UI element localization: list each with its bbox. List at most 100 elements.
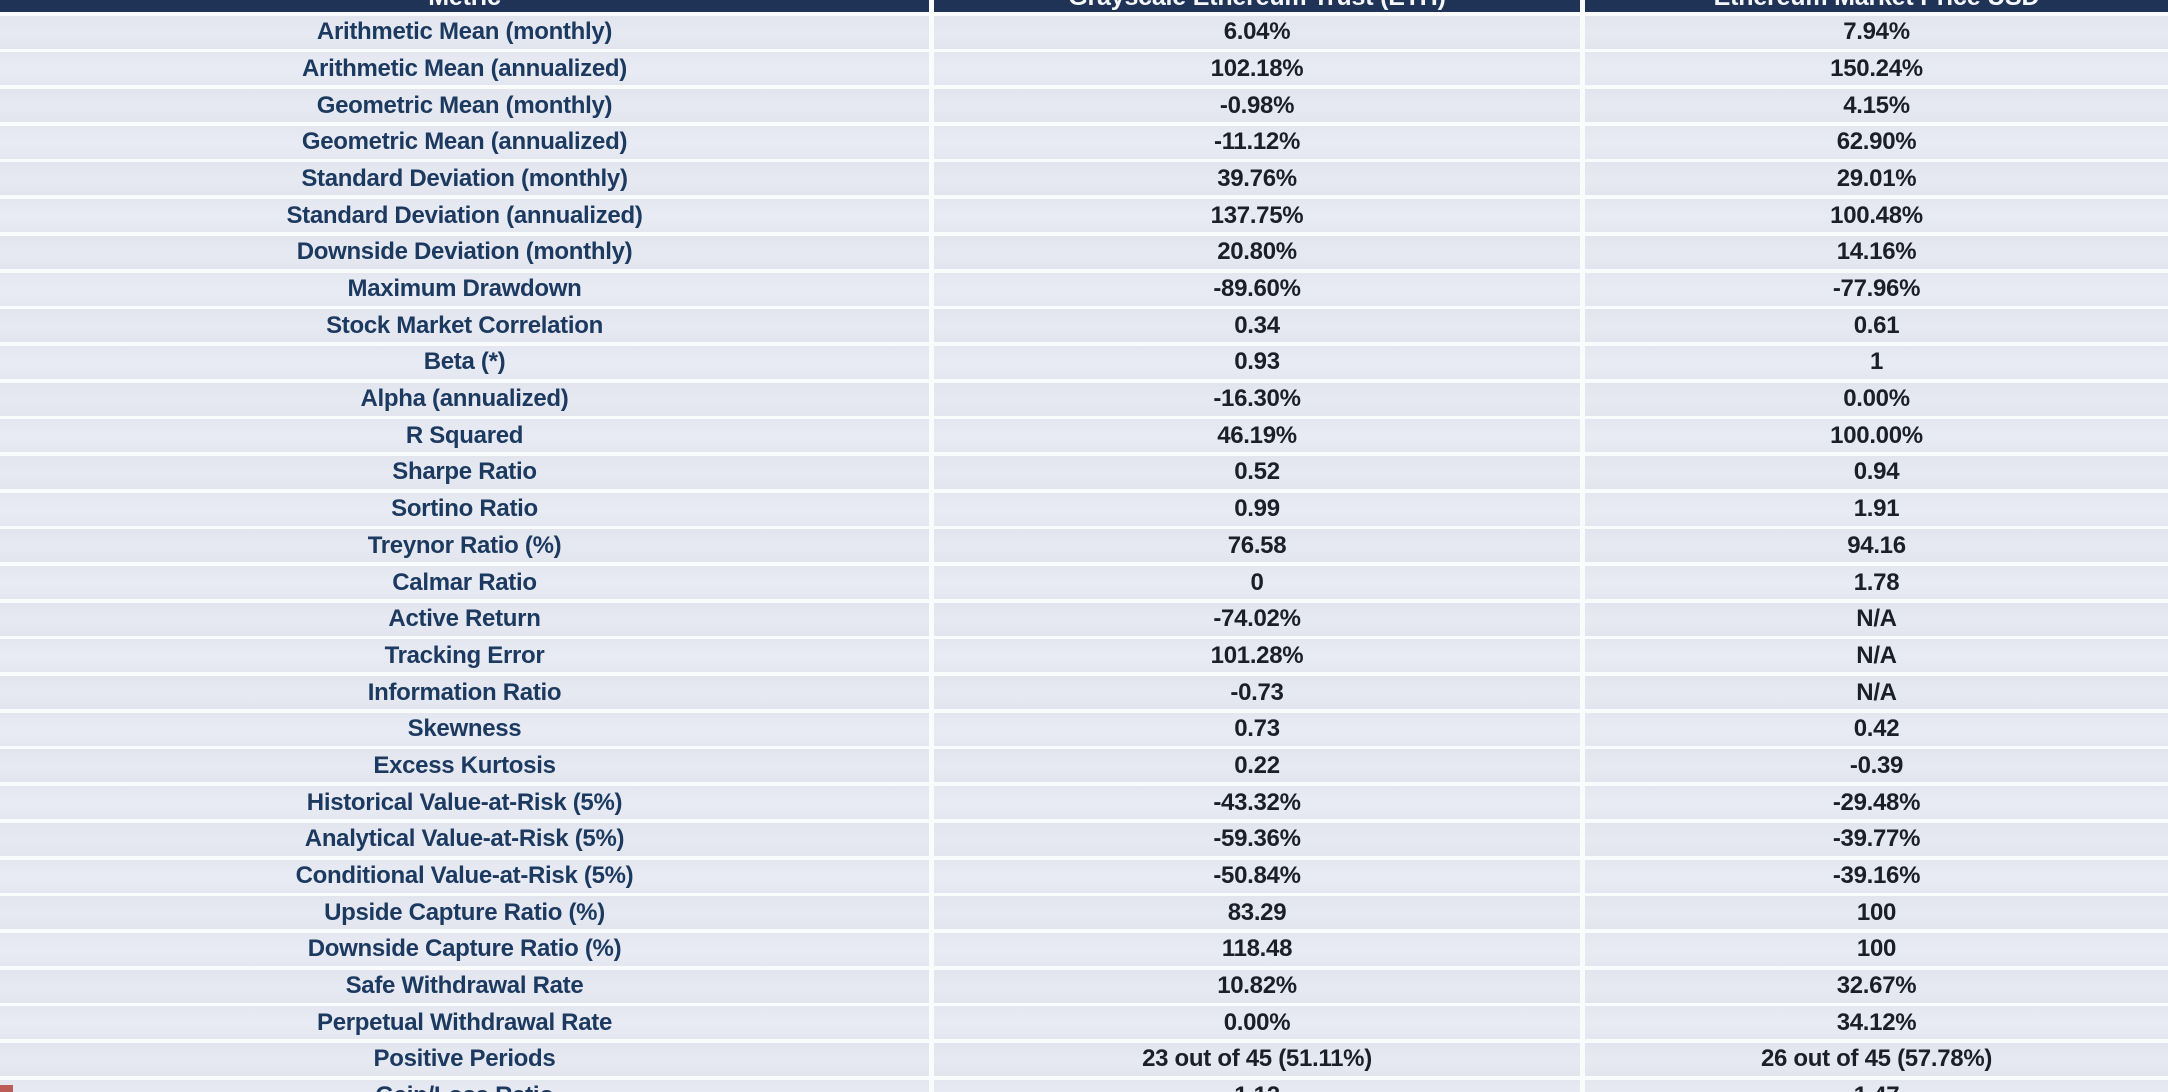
- grayscale-value-cell: 23 out of 45 (51.11%): [934, 1042, 1580, 1076]
- grayscale-value-cell: 0.93: [934, 345, 1580, 379]
- ethereum-value: 62.90%: [1836, 128, 1917, 156]
- metric-label: Gain/Loss Ratio: [375, 1082, 554, 1092]
- metric-label: Arithmetic Mean (annualized): [302, 54, 627, 82]
- grayscale-value-cell: 102.18%: [934, 52, 1580, 86]
- metric-label: Standard Deviation (annualized): [286, 201, 643, 229]
- grayscale-value-cell: 0.52: [934, 455, 1580, 489]
- metric-label: Geometric Mean (monthly): [316, 91, 613, 119]
- ethereum-value-cell: -0.39: [1585, 749, 2168, 783]
- table-row: Arithmetic Mean (annualized) 102.18% 150…: [0, 52, 2168, 86]
- grayscale-value-cell: 20.80%: [934, 235, 1580, 269]
- column-header-grayscale-ethereum-trust: Grayscale Ethereum Trust (ETH): [934, 0, 1580, 12]
- ethereum-value: 29.01%: [1836, 164, 1917, 192]
- table-row: Downside Capture Ratio (%) 118.48 100: [0, 932, 2168, 966]
- ethereum-value: 1.78: [1853, 568, 1900, 596]
- metric-label: Standard Deviation (monthly): [301, 164, 628, 192]
- table-header-row: Metric Grayscale Ethereum Trust (ETH) Et…: [0, 0, 2168, 12]
- ethereum-value-cell: 1.47: [1585, 1079, 2168, 1092]
- ethereum-value-cell: 1.91: [1585, 492, 2168, 526]
- metric-name-cell: Upside Capture Ratio (%): [0, 896, 929, 930]
- video-progress-marker: [0, 1085, 13, 1092]
- column-header-ethereum-label: Ethereum Market Price USD: [1714, 0, 2040, 10]
- grayscale-value-cell: 6.04%: [934, 15, 1580, 49]
- metric-label: Treynor Ratio (%): [367, 531, 562, 559]
- table-row: Alpha (annualized) -16.30% 0.00%: [0, 382, 2168, 416]
- grayscale-value-cell: 83.29: [934, 896, 1580, 930]
- ethereum-value: 100.48%: [1830, 201, 1923, 229]
- metric-name-cell: Historical Value-at-Risk (5%): [0, 786, 929, 820]
- metric-name-cell: Arithmetic Mean (monthly): [0, 15, 929, 49]
- grayscale-value-cell: 0: [934, 566, 1580, 599]
- grayscale-value: 0.73: [1234, 715, 1280, 743]
- ethereum-value: N/A: [1856, 605, 1897, 633]
- metric-label: Beta (*): [423, 348, 506, 376]
- ethereum-value-cell: -77.96%: [1585, 272, 2168, 306]
- ethereum-value-cell: 100.00%: [1585, 419, 2168, 453]
- table-row: Conditional Value-at-Risk (5%) -50.84% -…: [0, 859, 2168, 893]
- metric-name-cell: Sharpe Ratio: [0, 455, 929, 489]
- table-row: Perpetual Withdrawal Rate 0.00% 34.12%: [0, 1006, 2168, 1040]
- grayscale-value: 10.82%: [1217, 972, 1297, 1000]
- ethereum-value: 26 out of 45 (57.78%): [1760, 1045, 1993, 1073]
- ethereum-value-cell: 1.78: [1585, 566, 2168, 599]
- metric-name-cell: Treynor Ratio (%): [0, 529, 929, 563]
- metric-label: Active Return: [388, 605, 541, 633]
- metric-name-cell: Alpha (annualized): [0, 382, 929, 416]
- table-row: Standard Deviation (monthly) 39.76% 29.0…: [0, 162, 2168, 196]
- ethereum-value-cell: 7.94%: [1585, 15, 2168, 49]
- grayscale-value: 0.99: [1234, 495, 1280, 523]
- ethereum-value-cell: 4.15%: [1585, 89, 2168, 123]
- metric-name-cell: Standard Deviation (monthly): [0, 162, 929, 196]
- metric-label: Upside Capture Ratio (%): [324, 898, 605, 926]
- column-header-metric: Metric: [0, 0, 929, 12]
- grayscale-value-cell: 10.82%: [934, 969, 1580, 1003]
- ethereum-value-cell: N/A: [1585, 602, 2168, 636]
- table-row: Analytical Value-at-Risk (5%) -59.36% -3…: [0, 822, 2168, 856]
- ethereum-value: 0.94: [1853, 458, 1900, 486]
- ethereum-value-cell: -39.16%: [1585, 859, 2168, 893]
- grayscale-value: 0.22: [1234, 751, 1280, 779]
- grayscale-value-cell: 1.12: [934, 1079, 1580, 1092]
- metric-label: Sortino Ratio: [391, 495, 538, 523]
- ethereum-value: -39.77%: [1832, 825, 1921, 853]
- grayscale-value-cell: 0.99: [934, 492, 1580, 526]
- grayscale-value: -89.60%: [1213, 275, 1301, 302]
- grayscale-value: 0.00%: [1223, 1008, 1291, 1036]
- metric-name-cell: Geometric Mean (monthly): [0, 89, 929, 123]
- ethereum-value: 0.42: [1853, 715, 1900, 743]
- metric-name-cell: Safe Withdrawal Rate: [0, 969, 929, 1003]
- grayscale-value: 118.48: [1221, 935, 1293, 963]
- metric-label: Maximum Drawdown: [347, 275, 582, 302]
- ethereum-value-cell: -39.77%: [1585, 822, 2168, 856]
- table-row: Information Ratio -0.73 N/A: [0, 676, 2168, 710]
- table-row: Excess Kurtosis 0.22 -0.39: [0, 749, 2168, 783]
- column-header-ethereum-market-price: Ethereum Market Price USD: [1585, 0, 2168, 12]
- grayscale-value-cell: 39.76%: [934, 162, 1580, 196]
- ethereum-value-cell: 100: [1585, 896, 2168, 930]
- ethereum-value: 34.12%: [1836, 1008, 1917, 1036]
- grayscale-value-cell: -0.73: [934, 676, 1580, 710]
- metric-label: Stock Market Correlation: [326, 311, 603, 339]
- table-row: Gain/Loss Ratio 1.12 1.47: [0, 1079, 2168, 1092]
- grayscale-value-cell: 0.34: [934, 309, 1580, 343]
- metric-label: Information Ratio: [367, 678, 562, 706]
- table-row: Upside Capture Ratio (%) 83.29 100: [0, 896, 2168, 930]
- metric-label: Sharpe Ratio: [392, 458, 537, 486]
- ethereum-value: 0.00%: [1843, 385, 1910, 413]
- grayscale-value: 46.19%: [1217, 421, 1297, 449]
- grayscale-value-cell: 118.48: [934, 932, 1580, 966]
- grayscale-value: 0: [1250, 568, 1264, 596]
- table-row: Downside Deviation (monthly) 20.80% 14.1…: [0, 235, 2168, 269]
- ethereum-value: 1.91: [1853, 495, 1900, 523]
- column-header-grayscale-label: Grayscale Ethereum Trust (ETH): [1068, 0, 1446, 10]
- grayscale-value-cell: -59.36%: [934, 822, 1580, 856]
- grayscale-value: -74.02%: [1213, 605, 1301, 633]
- grayscale-value: 6.04%: [1223, 18, 1291, 46]
- table-row: Sortino Ratio 0.99 1.91: [0, 492, 2168, 526]
- metric-name-cell: Excess Kurtosis: [0, 749, 929, 783]
- metric-name-cell: R Squared: [0, 419, 929, 453]
- ethereum-value-cell: N/A: [1585, 676, 2168, 710]
- grayscale-value-cell: 101.28%: [934, 639, 1580, 673]
- table-row: Geometric Mean (monthly) -0.98% 4.15%: [0, 89, 2168, 123]
